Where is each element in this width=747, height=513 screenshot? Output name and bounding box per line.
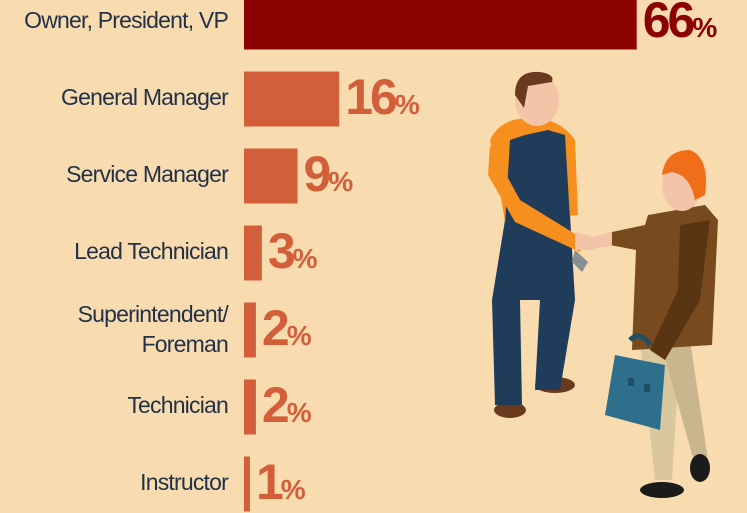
- value-label: 16%: [345, 69, 420, 125]
- category-label: General Manager: [61, 84, 229, 110]
- handshake-illustration: [488, 71, 718, 498]
- bar: [244, 456, 250, 512]
- value-label: 2%: [262, 377, 312, 433]
- value-label: 2%: [262, 300, 312, 356]
- category-label: Technician: [127, 392, 228, 418]
- category-label: Superintendent/Foreman: [78, 301, 230, 357]
- bar: [244, 225, 262, 281]
- bar: [244, 148, 298, 204]
- bar: [244, 302, 256, 358]
- value-label: 66%: [643, 0, 718, 48]
- bar: [244, 0, 637, 50]
- category-label: Service Manager: [66, 161, 229, 187]
- value-label: 9%: [304, 146, 354, 202]
- category-label: Lead Technician: [74, 238, 228, 264]
- value-label: 3%: [268, 223, 318, 279]
- category-label: Instructor: [140, 469, 229, 495]
- category-label: Owner, President, VP: [24, 7, 228, 33]
- bar: [244, 379, 256, 435]
- bar: [244, 71, 340, 127]
